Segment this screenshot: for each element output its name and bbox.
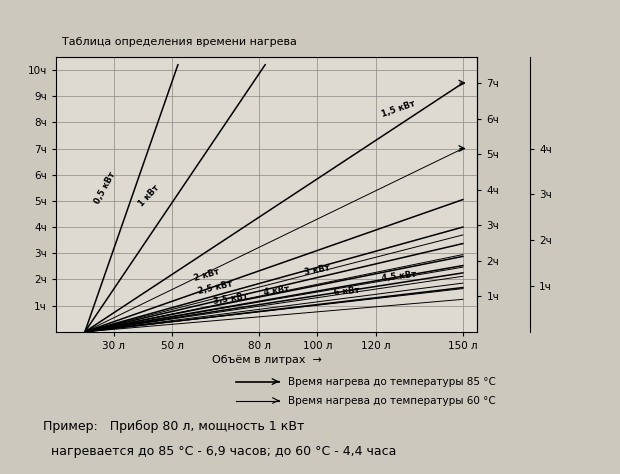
Text: 3 кВт: 3 кВт bbox=[304, 264, 331, 277]
X-axis label: Объём в литрах  →: Объём в литрах → bbox=[211, 355, 322, 365]
Text: Время нагрева до температуры 85 °C: Время нагрева до температуры 85 °C bbox=[288, 376, 496, 387]
Text: Пример:   Прибор 80 л, мощность 1 кВт: Пример: Прибор 80 л, мощность 1 кВт bbox=[43, 419, 305, 433]
Text: 2,5 кВт: 2,5 кВт bbox=[198, 279, 234, 296]
Text: 1,5 кВт: 1,5 кВт bbox=[381, 99, 417, 119]
Text: нагревается до 85 °С - 6,9 часов; до 60 °С - 4,4 часа: нагревается до 85 °С - 6,9 часов; до 60 … bbox=[43, 445, 397, 457]
Text: 1 кВт: 1 кВт bbox=[137, 183, 161, 208]
Text: Таблица определения времени нагрева: Таблица определения времени нагрева bbox=[62, 37, 297, 47]
Text: Время нагрева до температуры 60 °C: Время нагрева до температуры 60 °C bbox=[288, 395, 496, 406]
Text: 3,5 кВт: 3,5 кВт bbox=[212, 292, 248, 306]
Text: 6 кВт: 6 кВт bbox=[334, 286, 360, 297]
Text: 2 кВт: 2 кВт bbox=[193, 268, 221, 283]
Text: 0,5 кВт: 0,5 кВт bbox=[93, 170, 117, 205]
Text: 4 кВт: 4 кВт bbox=[264, 285, 290, 298]
Text: 4,5 кВт: 4,5 кВт bbox=[381, 270, 417, 283]
